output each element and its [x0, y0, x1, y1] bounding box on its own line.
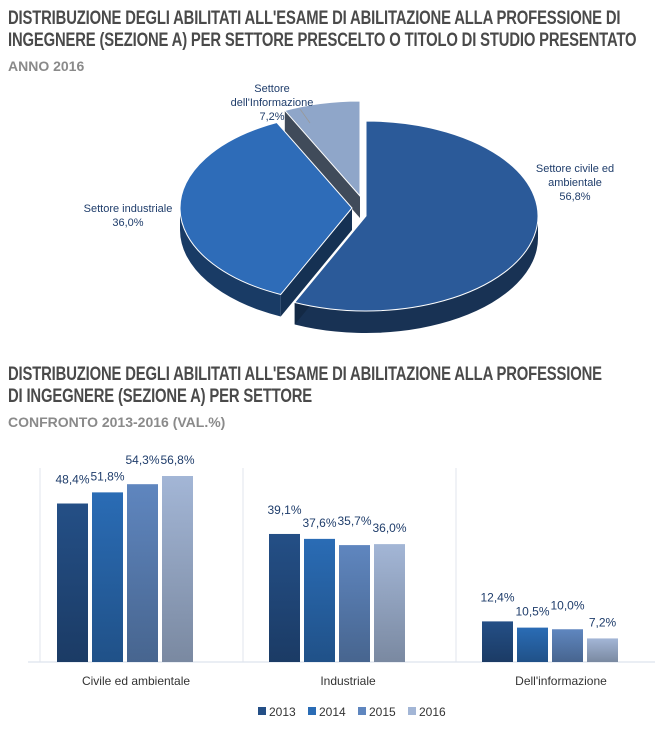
pie-slice [179, 121, 353, 296]
data-label: 36,0% [372, 521, 406, 535]
legend-label: 2014 [319, 705, 346, 719]
pie-slice-label: Settore civile ed [536, 163, 614, 175]
data-label: 56,8% [160, 453, 194, 467]
leader-line [299, 108, 311, 124]
data-label: 10,5% [515, 605, 549, 619]
bar [552, 629, 583, 662]
bar [374, 544, 405, 662]
category-label: Civile ed ambientale [82, 674, 190, 688]
bar [127, 484, 158, 662]
pie-title-line-1: DISTRIBUZIONE DEGLI ABILITATI ALL'ESAME … [8, 8, 621, 29]
bar-chart-title: DISTRIBUZIONE DEGLI ABILITATI ALL'ESAME … [8, 364, 602, 408]
bar [482, 621, 513, 662]
pie-slice-label: Settore industriale [84, 203, 173, 215]
pie-slice-side [284, 110, 360, 218]
bar [304, 538, 335, 662]
data-label: 51,8% [90, 469, 124, 483]
bar [339, 545, 370, 662]
legend-swatch [408, 707, 416, 715]
pie-chart: Settore civile ed ambientale 56,8% Settore … [84, 83, 614, 333]
legend-swatch [358, 707, 366, 715]
pie-slice-label: dell'Informazione [231, 97, 314, 109]
legend-label: 2016 [419, 705, 446, 719]
data-label: 7,2% [589, 615, 617, 629]
pie-value-label: 56,8% [559, 191, 590, 203]
data-label: 48,4% [55, 473, 89, 487]
category-label: Industriale [320, 674, 376, 688]
pie-slice [293, 120, 539, 312]
data-label: 54,3% [125, 453, 159, 467]
bar [517, 627, 548, 662]
bar [587, 638, 618, 662]
bar [57, 503, 88, 662]
bar [269, 533, 300, 662]
legend-label: 2013 [269, 705, 296, 719]
data-label: 37,6% [302, 516, 336, 530]
pie-title-line-2: INGEGNERE (SEZIONE A) PER SETTORE PRESCE… [8, 30, 637, 51]
pie-slice-label: ambientale [548, 177, 602, 189]
pie-slice-label: Settore [254, 83, 289, 95]
bar-chart-subtitle: CONFRONTO 2013-2016 (VAL.%) [8, 414, 226, 430]
legend-swatch [308, 707, 316, 715]
pie-chart-subtitle: ANNO 2016 [8, 58, 85, 74]
data-label: 10,0% [550, 598, 584, 612]
pie-value-label: 36,0% [112, 217, 143, 229]
pie-value-label: 7,2% [259, 111, 284, 123]
data-label: 35,7% [337, 514, 371, 528]
legend-swatch [258, 707, 266, 715]
pie-slice [283, 100, 361, 198]
bar-title-line-2: DI INGEGNERE (SEZIONE A) PER SETTORE [8, 386, 313, 407]
bar [162, 476, 193, 662]
category-label: Dell'informazione [515, 674, 607, 688]
data-label: 12,4% [480, 590, 514, 604]
bar [92, 492, 123, 662]
pie-chart-title: DISTRIBUZIONE DEGLI ABILITATI ALL'ESAME … [8, 8, 637, 52]
legend-label: 2015 [369, 705, 396, 719]
bar-title-line-1: DISTRIBUZIONE DEGLI ABILITATI ALL'ESAME … [8, 364, 602, 385]
data-label: 39,1% [267, 503, 301, 517]
